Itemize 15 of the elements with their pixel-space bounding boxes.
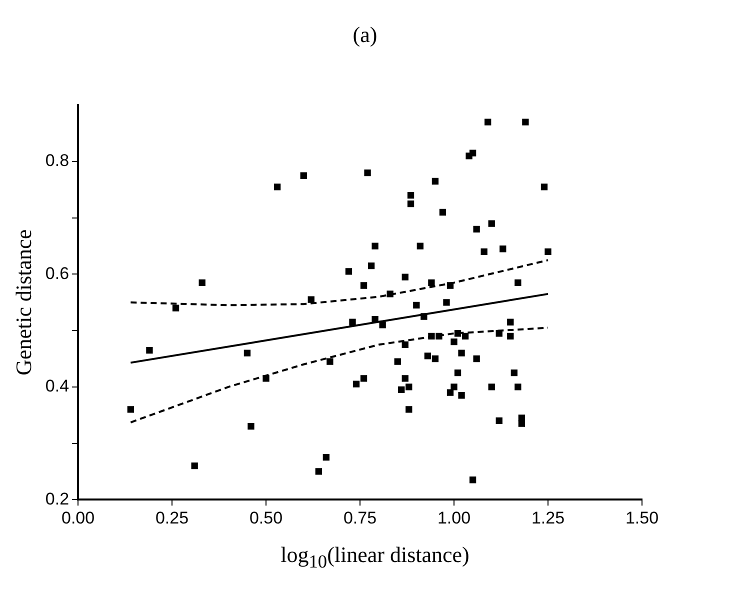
x-tick-label: 0.00 (61, 508, 95, 528)
x-tick-label: 0.25 (155, 508, 189, 528)
x-tick-label: 1.00 (437, 508, 471, 528)
y-axis-title: Genetic distance (10, 229, 36, 376)
x-tick-label: 0.50 (249, 508, 283, 528)
x-tick-label: 0.75 (343, 508, 377, 528)
x-axis-title: log$_{10}$(linear distance) (280, 542, 470, 572)
y-tick-label: 0.2 (45, 489, 70, 508)
line-series (130, 326, 550, 424)
y-tick-label: 0.6 (45, 264, 70, 283)
y-tick-label: 0.4 (45, 376, 70, 396)
x-tick-label: 1.50 (625, 508, 659, 528)
chart-title: (a) (352, 21, 378, 49)
y-tick-label: 0.8 (45, 151, 70, 170)
x-tick-label: 1.25 (531, 508, 565, 528)
